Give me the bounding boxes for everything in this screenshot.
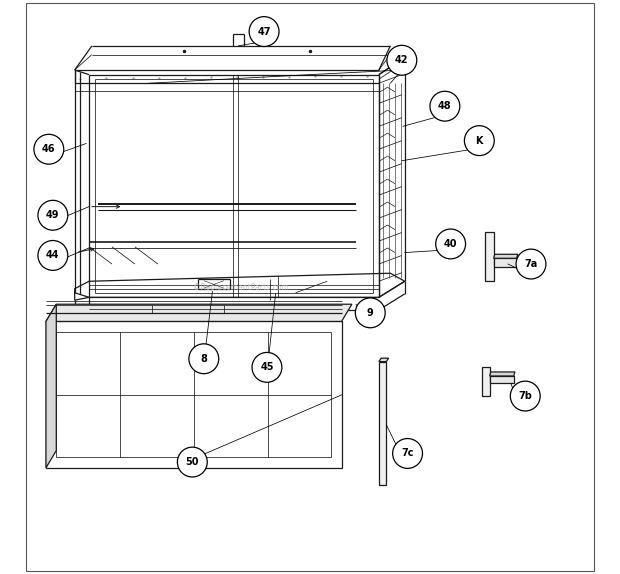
Text: 50: 50 [185, 457, 199, 467]
Text: 8: 8 [200, 354, 207, 364]
Text: 42: 42 [395, 55, 409, 65]
Polygon shape [46, 304, 352, 321]
Text: K: K [476, 135, 483, 146]
Text: 44: 44 [46, 250, 60, 261]
Text: 47: 47 [257, 26, 271, 37]
Polygon shape [490, 376, 514, 383]
Circle shape [436, 229, 466, 259]
Text: 49: 49 [46, 210, 60, 220]
Polygon shape [490, 372, 515, 376]
Circle shape [510, 381, 540, 411]
Polygon shape [379, 362, 386, 485]
Polygon shape [494, 258, 516, 267]
Polygon shape [379, 358, 389, 362]
Text: ©ReplacementParts.com: ©ReplacementParts.com [193, 282, 289, 292]
Polygon shape [46, 321, 342, 468]
Circle shape [392, 439, 422, 468]
Polygon shape [485, 232, 494, 281]
Text: 48: 48 [438, 101, 452, 111]
Circle shape [464, 126, 494, 156]
Circle shape [355, 298, 385, 328]
Circle shape [430, 91, 460, 121]
Circle shape [249, 17, 279, 46]
Circle shape [516, 249, 546, 279]
Polygon shape [46, 304, 56, 468]
Circle shape [38, 200, 68, 230]
Circle shape [387, 45, 417, 75]
Circle shape [189, 344, 219, 374]
Text: 40: 40 [444, 239, 458, 249]
Text: 7a: 7a [525, 259, 538, 269]
Circle shape [34, 134, 64, 164]
Text: 45: 45 [260, 362, 273, 373]
Text: 7b: 7b [518, 391, 532, 401]
Circle shape [252, 352, 282, 382]
Text: 7c: 7c [401, 448, 414, 459]
Text: 9: 9 [367, 308, 374, 318]
Text: 46: 46 [42, 144, 56, 154]
Polygon shape [494, 254, 518, 258]
Polygon shape [482, 367, 490, 396]
Circle shape [177, 447, 207, 477]
Circle shape [38, 241, 68, 270]
